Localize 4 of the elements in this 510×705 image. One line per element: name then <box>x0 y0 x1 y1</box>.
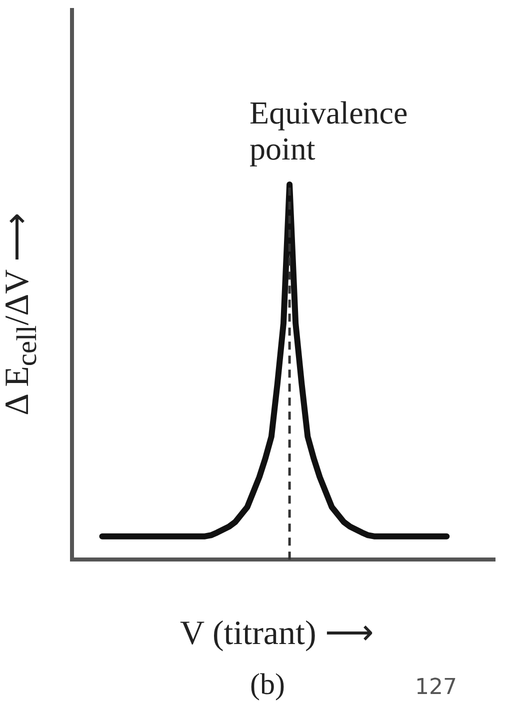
text: Equivalence point <box>250 94 408 166</box>
text: (b) <box>250 668 285 702</box>
x-axis-title: V (titrant) ⟶ <box>180 614 374 653</box>
text: 127 <box>415 675 457 700</box>
